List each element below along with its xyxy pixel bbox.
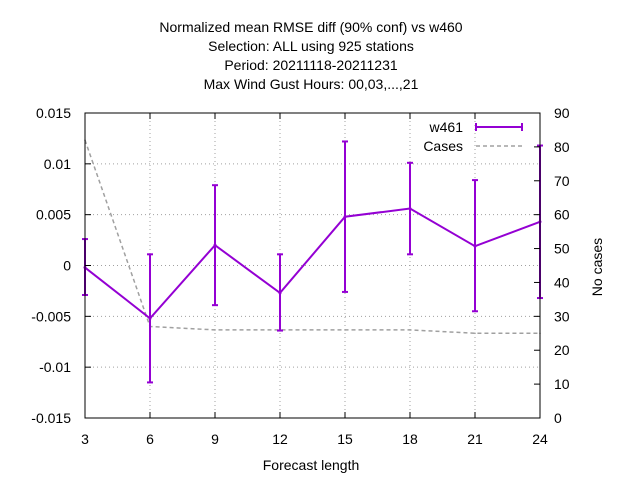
y-tick-label--0.01: -0.01 [39, 359, 71, 375]
w461-point-15 [343, 215, 347, 219]
y2-tick-label-50: 50 [554, 241, 570, 257]
y-tick-label-0.005: 0.005 [36, 207, 71, 223]
series-w461 [82, 140, 543, 384]
y2-tick-label-0: 0 [554, 410, 562, 426]
y-tick-label--0.015: -0.015 [31, 410, 71, 426]
x-tick-label-15: 15 [337, 431, 353, 447]
x-axis-label: Forecast length [263, 457, 360, 473]
x-tick-label-12: 12 [272, 431, 288, 447]
x-tick-label-18: 18 [402, 431, 418, 447]
y2-tick-label-70: 70 [554, 173, 570, 189]
chart-title: Normalized mean RMSE diff (90% conf) vs … [159, 19, 462, 92]
cases-point-18 [409, 329, 411, 331]
w461-point-9 [213, 243, 217, 247]
x-tick-label-3: 3 [81, 431, 89, 447]
y2-tick-label-20: 20 [554, 342, 570, 358]
w461-point-18 [408, 207, 412, 211]
y-tick-label-0.01: 0.01 [44, 156, 71, 172]
x-axis: 3 6 9 12 15 18 21 24 [81, 113, 548, 447]
x-tick-label-6: 6 [146, 431, 154, 447]
y-axis-right: 0 10 20 30 40 50 60 70 80 90 [534, 105, 570, 426]
y2-tick-label-10: 10 [554, 376, 570, 392]
x-tick-label-24: 24 [532, 431, 548, 447]
w461-point-6 [148, 316, 152, 320]
y-tick-label--0.005: -0.005 [31, 308, 71, 324]
legend-label-cases: Cases [423, 138, 463, 154]
chart-title-line-3: Period: 20211118-20211231 [224, 57, 398, 73]
y2-tick-label-60: 60 [554, 207, 570, 223]
w461-point-12 [278, 291, 282, 295]
w461-point-21 [473, 244, 477, 248]
x-tick-label-9: 9 [211, 431, 219, 447]
y2-tick-label-80: 80 [554, 139, 570, 155]
legend-label-w461: w461 [429, 119, 464, 135]
grid [85, 113, 540, 418]
y-tick-label-0.015: 0.015 [36, 105, 71, 121]
w461-line [84, 207, 541, 320]
y-axis-left: -0.015 -0.01 -0.005 0 0.005 0.01 0.015 [31, 105, 91, 426]
chart-title-line-1: Normalized mean RMSE diff (90% conf) vs … [159, 19, 462, 35]
cases-point-9 [214, 329, 216, 331]
y2-tick-label-90: 90 [554, 105, 570, 121]
series-cases [84, 139, 541, 335]
chart-title-line-4: Max Wind Gust Hours: 00,03,...,21 [204, 76, 419, 92]
legend: w461 Cases [423, 119, 523, 154]
x-tick-label-21: 21 [467, 431, 483, 447]
y2-tick-label-30: 30 [554, 308, 570, 324]
cases-line [84, 139, 540, 335]
y2-tick-label-40: 40 [554, 274, 570, 290]
cases-point-15 [344, 329, 346, 331]
y-tick-label-0: 0 [63, 258, 71, 274]
cases-point-21 [474, 332, 476, 335]
chart-title-line-2: Selection: ALL using 925 stations [208, 38, 414, 54]
y2-axis-label: No cases [589, 238, 605, 296]
